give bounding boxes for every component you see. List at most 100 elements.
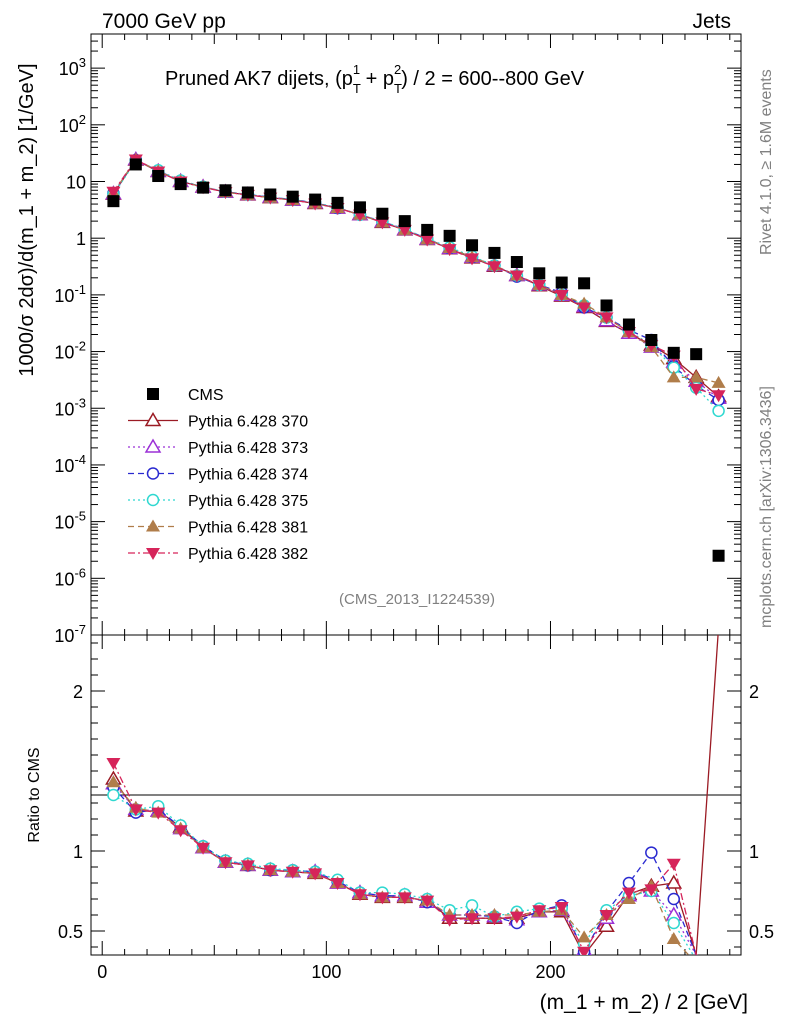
ratio-y-tick-label: 0.5 xyxy=(58,922,83,942)
data-point-cms xyxy=(712,549,725,562)
ratio-point-pythia-6-428-374 xyxy=(622,876,636,890)
ratio-point-pythia-6-428-382 xyxy=(420,895,435,908)
data-point-cms xyxy=(107,195,120,208)
ratio-point-pythia-6-428-382 xyxy=(240,860,255,873)
ratio-point-pythia-6-428-382 xyxy=(330,878,345,890)
main-y-tick-label: 10-2 xyxy=(54,339,86,363)
legend-marker-pythia-6-428-375 xyxy=(146,493,160,507)
x-axis-label: (m_1 + m_2) / 2 [GeV] xyxy=(540,991,748,1014)
ratio-point-pythia-6-428-375 xyxy=(667,916,681,930)
ratio-point-pythia-6-428-381 xyxy=(106,775,121,788)
rivet-version-label: Rivet 4.1.0, ≥ 1.6M events xyxy=(758,69,775,255)
main-y-tick-label: 102 xyxy=(59,112,86,136)
data-point-cms xyxy=(510,256,523,269)
series-line-pythia-6-428-374 xyxy=(112,159,719,401)
ratio-point-pythia-6-428-382 xyxy=(173,825,188,838)
legend-label-pythia-6-428-374: Pythia 6.428 374 xyxy=(188,467,308,484)
data-point-cms xyxy=(667,346,680,359)
ratio-y-tick-label-right: 2 xyxy=(749,682,759,702)
legend: CMS Pythia 6.428 370 Pythia 6.428 373 Pythi… xyxy=(128,387,308,563)
ratio-point-pythia-6-428-374 xyxy=(667,892,681,906)
legend-marker-pythia-6-428-382 xyxy=(146,548,160,560)
ratio-line-pythia-6-428-381 xyxy=(112,781,690,955)
legend-label-pythia-6-428-375: Pythia 6.428 375 xyxy=(188,493,308,510)
data-point-pythia-6-428-381 xyxy=(666,370,681,383)
legend-label-pythia-6-428-382: Pythia 6.428 382 xyxy=(188,546,308,563)
ratio-line-pythia-6-428-373 xyxy=(112,783,699,955)
ratio-point-pythia-6-428-382 xyxy=(465,913,480,926)
series-line-pythia-6-428-375 xyxy=(112,160,720,412)
data-point-pythia-6-428-375 xyxy=(712,404,725,418)
data-point-pythia-6-428-382 xyxy=(532,279,547,292)
data-point-cms xyxy=(376,207,389,220)
data-point-cms xyxy=(152,170,165,183)
data-point-cms xyxy=(353,201,366,214)
data-point-pythia-6-428-382 xyxy=(106,186,121,199)
legend-label-cms: CMS xyxy=(188,387,224,404)
data-point-cms xyxy=(129,158,142,171)
analysis-id-label: (CMS_2013_I1224539) xyxy=(339,591,495,608)
ratio-point-pythia-6-428-382 xyxy=(509,911,524,924)
main-series-group xyxy=(105,150,727,562)
ratio-point-pythia-6-428-370 xyxy=(598,917,615,932)
data-point-pythia-6-428-382 xyxy=(599,312,614,325)
ratio-point-pythia-6-428-382 xyxy=(532,905,547,918)
ratio-point-pythia-6-428-382 xyxy=(285,866,300,879)
data-point-cms xyxy=(197,181,210,194)
data-point-pythia-6-428-382 xyxy=(420,234,435,247)
ratio-y-tick-label-right: 0.5 xyxy=(749,922,774,942)
data-point-cms xyxy=(241,186,254,199)
ratio-point-pythia-6-428-382 xyxy=(151,807,166,820)
data-point-cms xyxy=(555,276,568,289)
ratio-point-pythia-6-428-381 xyxy=(666,932,681,944)
ratio-line-pythia-6-428-382 xyxy=(112,762,699,955)
data-point-cms xyxy=(600,299,613,312)
main-y-tick-label: 10-5 xyxy=(54,509,86,533)
data-point-cms xyxy=(466,239,479,252)
ratio-y-axis-label: Ratio to CMS xyxy=(26,747,43,842)
data-point-cms xyxy=(398,215,411,228)
ratio-point-pythia-6-428-382 xyxy=(599,910,614,922)
ratio-point-pythia-6-428-382 xyxy=(375,892,390,905)
data-point-cms xyxy=(264,188,277,201)
main-y-tick-label: 10-6 xyxy=(54,565,86,589)
ratio-y-tick-label-right: 1 xyxy=(749,842,759,862)
ratio-point-pythia-6-428-382 xyxy=(644,884,659,897)
data-point-cms xyxy=(219,184,232,197)
ratio-point-pythia-6-428-382 xyxy=(397,892,412,905)
ratio-point-pythia-6-428-382 xyxy=(106,758,121,770)
ratio-point-pythia-6-428-382 xyxy=(218,857,233,870)
ratio-point-pythia-6-428-382 xyxy=(263,865,278,878)
series-line-pythia-6-428-382 xyxy=(112,158,719,396)
data-point-cms xyxy=(421,223,434,236)
series-line-pythia-6-428-373 xyxy=(112,158,719,399)
legend-label-pythia-6-428-373: Pythia 6.428 373 xyxy=(188,440,308,457)
ratio-point-pythia-6-428-381 xyxy=(577,930,592,943)
data-point-pythia-6-428-382 xyxy=(397,224,412,237)
ratio-y-tick-label: 1 xyxy=(73,842,83,862)
main-y-tick-label: 10-3 xyxy=(54,395,86,419)
ratio-point-pythia-6-428-382 xyxy=(666,858,681,871)
ratio-point-pythia-6-428-374 xyxy=(645,846,658,859)
legend-label-pythia-6-428-370: Pythia 6.428 370 xyxy=(188,414,308,431)
ratio-point-pythia-6-428-382 xyxy=(128,804,143,817)
main-y-tick-label: 10-7 xyxy=(54,622,86,646)
data-point-pythia-6-428-382 xyxy=(577,302,592,315)
plot-title: Pruned AK7 dijets, (pT1 + pT2) / 2 = 600… xyxy=(165,62,585,96)
series-line-pythia-6-428-370 xyxy=(112,159,720,398)
legend-marker-pythia-6-428-374 xyxy=(146,467,160,480)
main-y-tick-label: 1 xyxy=(76,229,86,249)
main-y-axis-label: 1000/σ 2dσ)/d(m_1 + m_2) [1/GeV] xyxy=(16,63,38,376)
ratio-point-pythia-6-428-382 xyxy=(487,913,502,926)
data-point-pythia-6-428-382 xyxy=(487,261,502,274)
data-point-pythia-6-428-382 xyxy=(509,270,524,283)
data-point-pythia-6-428-382 xyxy=(442,244,457,257)
ratio-point-pythia-6-428-370 xyxy=(665,874,683,889)
data-point-pythia-6-428-382 xyxy=(465,253,480,266)
data-point-cms xyxy=(286,190,299,203)
x-tick-label: 0 xyxy=(97,962,107,982)
ratio-line-pythia-6-428-370 xyxy=(112,635,719,955)
legend-label-pythia-6-428-381: Pythia 6.428 381 xyxy=(188,520,308,537)
ratio-y-tick-label: 2 xyxy=(73,682,83,702)
